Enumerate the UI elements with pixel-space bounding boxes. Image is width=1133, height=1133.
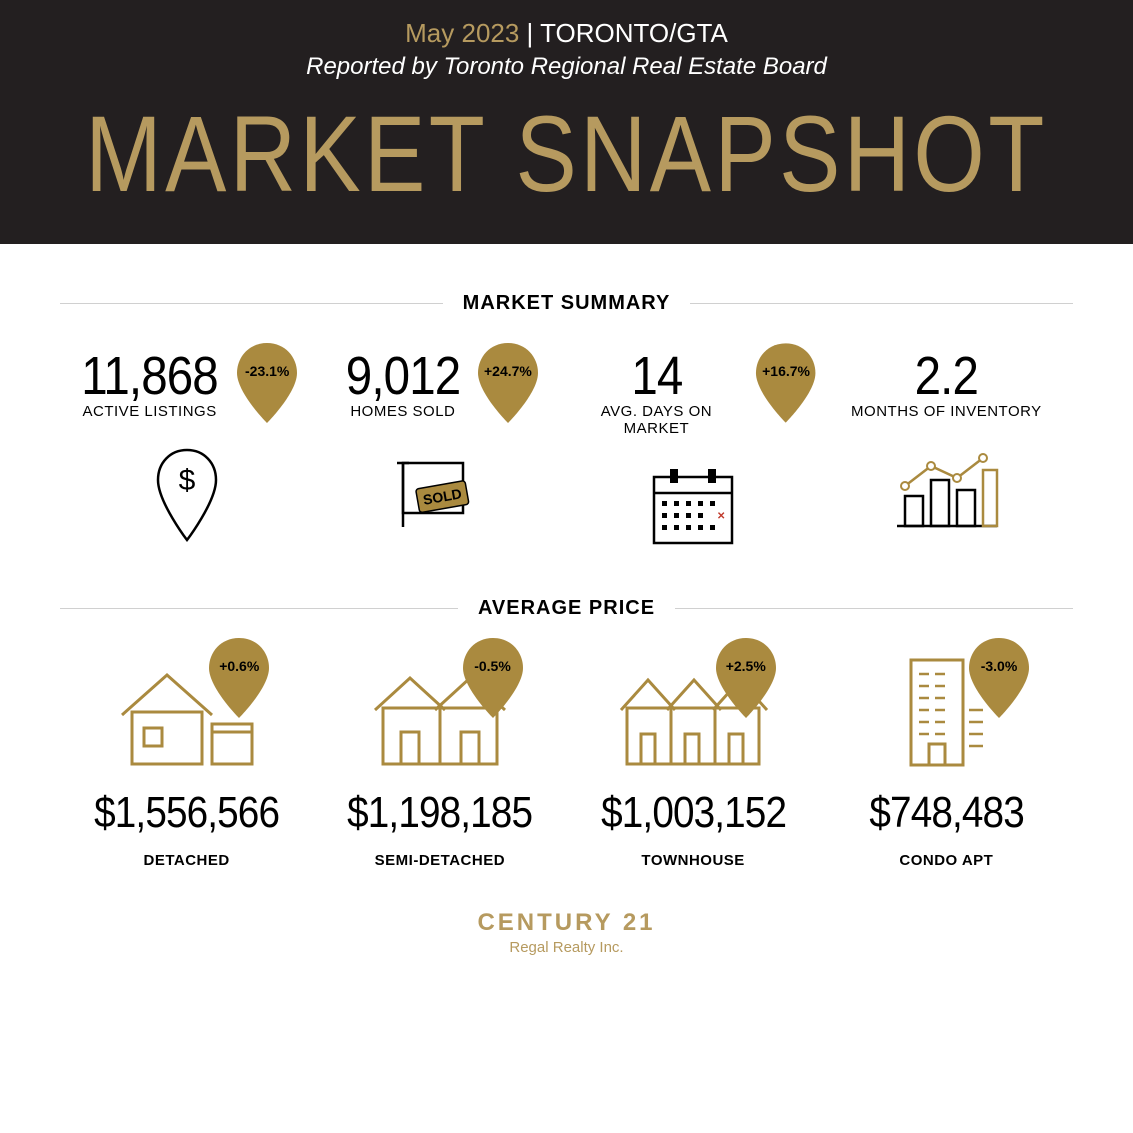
stat-value: 11,868: [81, 345, 218, 407]
change-badge: +0.6%: [205, 636, 273, 720]
change-text: +2.5%: [712, 658, 780, 674]
header-meta: May 2023 | TORONTO/GTA: [0, 18, 1133, 49]
price-label: TOWNHOUSE: [567, 852, 820, 869]
change-text: +0.6%: [205, 658, 273, 674]
footer: CENTURY 21 Regal Realty Inc.: [60, 909, 1073, 956]
section-summary-text: MARKET SUMMARY: [443, 292, 691, 315]
svg-text:✕: ✕: [717, 511, 725, 522]
section-price-text: AVERAGE PRICE: [458, 597, 675, 620]
svg-text:$: $: [178, 464, 195, 497]
change-text: +16.7%: [752, 363, 819, 379]
price-value: $1,003,152: [582, 788, 805, 838]
price-value: $748,483: [835, 788, 1058, 838]
section-summary-label: MARKET SUMMARY: [60, 292, 1073, 315]
header-reported: Reported by Toronto Regional Real Estate…: [0, 53, 1133, 81]
price-label: CONDO APT: [820, 852, 1073, 869]
house-detached-icon: [60, 650, 313, 770]
change-text: +24.7%: [474, 363, 542, 379]
price-value: $1,198,185: [328, 788, 551, 838]
summary-row: 11,868 ACTIVE LISTINGS -23.1% $ 9,012 HO…: [60, 345, 1073, 557]
stat-value: 9,012: [346, 345, 461, 407]
change-badge: -23.1%: [233, 341, 301, 425]
stat-value: 2.2: [862, 345, 1030, 407]
content: MARKET SUMMARY 11,868 ACTIVE LISTINGS -2…: [0, 244, 1133, 956]
price-row: +0.6% $1,556,566 DETACHED -0.5% $1,198,1…: [60, 650, 1073, 869]
footer-brand: CENTURY 21: [60, 909, 1073, 937]
summary-item-homes-sold: 9,012 HOMES SOLD +24.7% SOLD: [313, 345, 566, 557]
change-badge: -0.5%: [459, 636, 527, 720]
chart-icon: [820, 440, 1073, 540]
pin-dollar-icon: $: [60, 445, 313, 545]
change-badge: +24.7%: [474, 341, 542, 425]
summary-item-active-listings: 11,868 ACTIVE LISTINGS -23.1% $: [60, 345, 313, 557]
header: May 2023 | TORONTO/GTA Reported by Toron…: [0, 0, 1133, 244]
price-item-detached: +0.6% $1,556,566 DETACHED: [60, 650, 313, 869]
calendar-icon: ✕: [567, 457, 820, 557]
change-badge: -3.0%: [965, 636, 1033, 720]
header-date: May 2023: [405, 18, 519, 48]
change-text: -3.0%: [965, 658, 1033, 674]
price-label: SEMI-DETACHED: [313, 852, 566, 869]
townhouse-icon: [567, 650, 820, 770]
summary-item-days-on-market: 14 AVG. DAYS ON MARKET +16.7% ✕: [567, 345, 820, 557]
change-badge: +16.7%: [752, 341, 819, 425]
change-text: -23.1%: [233, 363, 301, 379]
stat-label: AVG. DAYS ON MARKET: [567, 403, 747, 437]
price-label: DETACHED: [60, 852, 313, 869]
header-region: TORONTO/GTA: [540, 18, 728, 48]
price-item-semi: -0.5% $1,198,185 SEMI-DETACHED: [313, 650, 566, 869]
header-separator: |: [519, 18, 540, 48]
summary-item-inventory: 2.2 MONTHS OF INVENTORY: [820, 345, 1073, 557]
sold-sign-icon: SOLD: [313, 445, 566, 545]
price-value: $1,556,566: [75, 788, 298, 838]
change-text: -0.5%: [459, 658, 527, 674]
footer-sub: Regal Realty Inc.: [60, 939, 1073, 956]
price-item-townhouse: +2.5% $1,003,152 TOWNHOUSE: [567, 650, 820, 869]
section-price-label: AVERAGE PRICE: [60, 597, 1073, 620]
change-badge: +2.5%: [712, 636, 780, 720]
page-title: MARKET SNAPSHOT: [85, 91, 1048, 216]
stat-value: 14: [577, 345, 735, 407]
house-semi-icon: [313, 650, 566, 770]
price-item-condo: -3.0% $748,483 CONDO APT: [820, 650, 1073, 869]
condo-icon: [820, 650, 1073, 770]
